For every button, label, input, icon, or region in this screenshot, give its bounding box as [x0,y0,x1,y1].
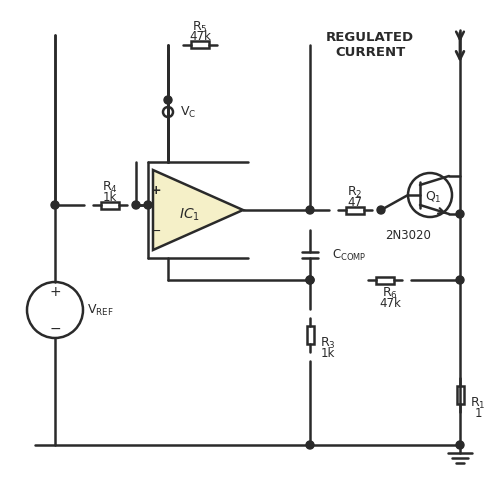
Text: +: + [49,285,61,299]
Bar [101,202,119,208]
Text: R$_1$: R$_1$ [470,396,486,411]
Circle shape [144,201,152,209]
Text: R$_6$: R$_6$ [382,285,398,300]
Text: R$_5$: R$_5$ [192,19,208,35]
Text: R$_3$: R$_3$ [320,335,336,350]
Text: $-$: $-$ [49,321,61,335]
Text: 47: 47 [348,195,362,208]
Circle shape [164,96,172,104]
Circle shape [163,107,173,117]
Text: $-$: $-$ [150,224,162,237]
Text: V$_{\mathrm{REF}}$: V$_{\mathrm{REF}}$ [87,302,114,317]
Circle shape [456,441,464,449]
Bar [376,277,394,283]
Circle shape [456,210,464,218]
Text: V$_\mathrm{C}$: V$_\mathrm{C}$ [180,104,196,120]
Circle shape [306,276,314,284]
Circle shape [306,276,314,284]
Text: 1k: 1k [103,191,117,204]
Text: C$_{\mathrm{COMP}}$: C$_{\mathrm{COMP}}$ [332,247,366,262]
Circle shape [377,206,385,214]
Circle shape [456,276,464,284]
Text: 47k: 47k [189,31,211,44]
Circle shape [51,201,59,209]
Bar [456,386,464,404]
Text: R$_2$: R$_2$ [348,185,362,200]
Bar [191,41,209,49]
Bar [306,326,314,344]
Circle shape [306,441,314,449]
Text: R$_4$: R$_4$ [102,179,118,194]
Bar [346,207,364,213]
Text: 1k: 1k [321,347,335,360]
Text: 47k: 47k [379,296,401,310]
Text: 1: 1 [474,406,482,419]
Text: +: + [150,184,162,196]
Text: REGULATED
CURRENT: REGULATED CURRENT [326,31,414,59]
Circle shape [132,201,140,209]
Text: 2N3020: 2N3020 [385,228,431,242]
Text: IC$_1$: IC$_1$ [180,207,201,223]
Polygon shape [153,170,243,250]
Circle shape [306,206,314,214]
Text: Q$_1$: Q$_1$ [425,190,442,205]
